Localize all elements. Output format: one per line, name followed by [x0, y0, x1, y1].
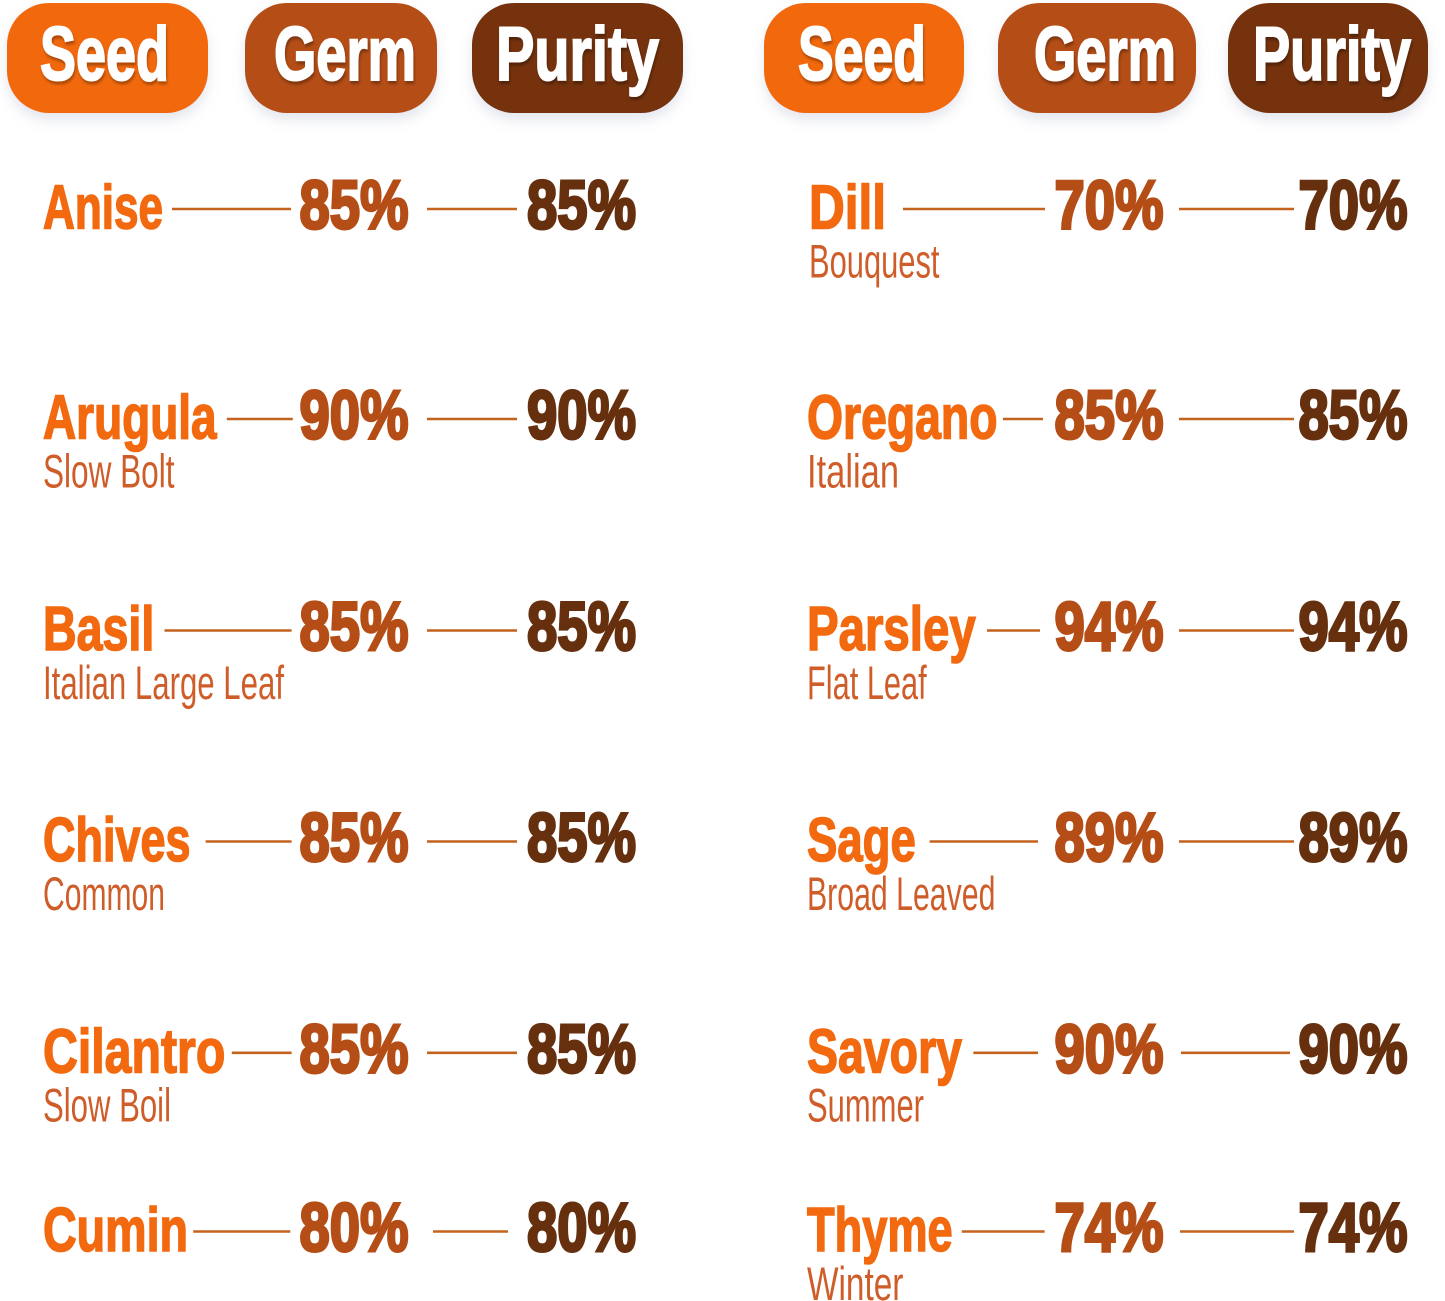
svg-text:80%: 80% [300, 1189, 409, 1266]
svg-text:Chives: Chives [43, 806, 191, 875]
svg-text:70%: 70% [1299, 167, 1408, 244]
svg-text:Purity: Purity [1253, 12, 1411, 97]
svg-text:70%: 70% [1055, 167, 1164, 244]
svg-text:90%: 90% [300, 377, 409, 454]
svg-text:Common: Common [43, 867, 165, 920]
svg-text:90%: 90% [1055, 1010, 1164, 1087]
svg-text:Savory: Savory [807, 1017, 962, 1086]
svg-text:Anise: Anise [43, 174, 163, 243]
svg-text:Cumin: Cumin [43, 1196, 188, 1265]
svg-text:Broad Leaved: Broad Leaved [807, 867, 995, 920]
svg-text:80%: 80% [527, 1189, 636, 1266]
svg-text:Italian Large Leaf: Italian Large Leaf [43, 656, 285, 709]
svg-text:Summer: Summer [807, 1078, 924, 1131]
svg-text:85%: 85% [1055, 377, 1164, 454]
svg-text:Slow Boil: Slow Boil [43, 1078, 171, 1131]
svg-text:Oregano: Oregano [807, 384, 998, 453]
svg-text:94%: 94% [1055, 588, 1164, 665]
svg-text:89%: 89% [1299, 799, 1408, 876]
svg-text:Bouquest: Bouquest [809, 235, 940, 288]
svg-text:Germ: Germ [1034, 12, 1176, 97]
svg-text:Italian: Italian [807, 445, 899, 498]
svg-text:89%: 89% [1055, 799, 1164, 876]
svg-text:Thyme: Thyme [807, 1196, 953, 1265]
svg-text:Seed: Seed [798, 12, 926, 97]
svg-text:90%: 90% [1299, 1010, 1408, 1087]
svg-text:Flat Leaf: Flat Leaf [807, 656, 927, 709]
svg-text:Sage: Sage [807, 806, 916, 875]
svg-text:94%: 94% [1299, 588, 1408, 665]
svg-text:74%: 74% [1299, 1189, 1408, 1266]
svg-text:Cilantro: Cilantro [43, 1017, 225, 1086]
svg-text:74%: 74% [1055, 1189, 1164, 1266]
svg-text:85%: 85% [300, 1010, 409, 1087]
svg-text:90%: 90% [527, 377, 636, 454]
svg-text:Basil: Basil [43, 595, 154, 664]
svg-text:85%: 85% [527, 799, 636, 876]
svg-text:Germ: Germ [274, 12, 416, 97]
svg-text:Purity: Purity [496, 12, 659, 97]
svg-text:85%: 85% [300, 167, 409, 244]
svg-text:Dill: Dill [809, 174, 886, 243]
svg-text:Parsley: Parsley [807, 595, 976, 664]
svg-text:Winter: Winter [807, 1257, 903, 1301]
svg-text:85%: 85% [300, 799, 409, 876]
svg-text:85%: 85% [527, 588, 636, 665]
svg-text:Slow Bolt: Slow Bolt [43, 445, 175, 498]
svg-text:85%: 85% [300, 588, 409, 665]
svg-text:Seed: Seed [40, 12, 169, 97]
svg-text:85%: 85% [527, 1010, 636, 1087]
svg-text:Arugula: Arugula [43, 384, 217, 453]
svg-text:85%: 85% [1299, 377, 1408, 454]
svg-text:85%: 85% [527, 167, 636, 244]
